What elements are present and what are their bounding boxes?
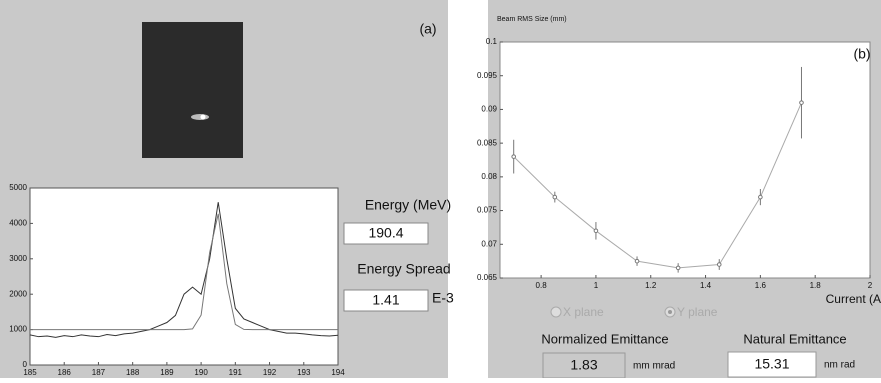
y-tick-label: 0.1 [486, 37, 498, 46]
spread-label: Energy Spread [357, 261, 450, 277]
gap [448, 0, 488, 378]
x-tick-label: 2 [868, 281, 873, 290]
x-tick-label: 1.6 [755, 281, 767, 290]
nat-value: 15.31 [754, 356, 789, 372]
point [594, 229, 598, 233]
point [635, 259, 639, 263]
point [800, 101, 804, 105]
norm-unit: mm mrad [633, 361, 675, 372]
norm-value: 1.83 [570, 357, 597, 373]
x-tick-label: 1.8 [810, 281, 822, 290]
y-plane-label[interactable]: Y plane [677, 305, 718, 319]
y-tick-label: 0.08 [481, 172, 497, 181]
point [553, 195, 557, 199]
x-tick-label: 1 [594, 281, 599, 290]
spread-value: 1.41 [372, 292, 399, 308]
nat-label: Natural Emittance [743, 331, 846, 346]
x-tick-label: 1.2 [645, 281, 657, 290]
x-tick-label: 185 [23, 368, 37, 377]
x-tick-label: 189 [160, 368, 174, 377]
nat-unit: nm rad [824, 360, 855, 371]
point [717, 263, 721, 267]
y-tick-label: 0 [23, 360, 28, 369]
y-tick-label: 0.095 [477, 71, 498, 80]
x-axis-label: Current (A [826, 292, 881, 306]
energy-value: 190.4 [368, 225, 403, 241]
y-tick-label: 2000 [9, 289, 27, 298]
point [676, 266, 680, 270]
x-tick-label: 187 [92, 368, 106, 377]
energy-label: Energy (MeV) [365, 197, 451, 213]
x-tick-label: 190 [194, 368, 208, 377]
y-tick-label: 4000 [9, 219, 27, 228]
y-tick-label: 0.07 [481, 239, 497, 248]
radio-x[interactable] [551, 307, 561, 317]
x-tick-label: 193 [297, 368, 311, 377]
spectrum-plot [30, 188, 338, 365]
point [759, 195, 763, 199]
y-tick-label: 0.09 [481, 105, 497, 114]
beam-core [201, 115, 206, 120]
panel-label: (b) [853, 46, 870, 62]
y-axis-label: Beam RMS Size (mm) [497, 16, 567, 23]
x-tick-label: 0.8 [536, 281, 548, 290]
x-tick-label: 194 [331, 368, 345, 377]
beam-spot [191, 114, 209, 120]
x-tick-label: 188 [126, 368, 140, 377]
norm-label: Normalized Emittance [541, 331, 668, 346]
y-tick-label: 0.085 [477, 138, 498, 147]
panel-label: (a) [419, 21, 436, 37]
x-plane-label[interactable]: X plane [563, 305, 604, 319]
spread-unit: E-3 [432, 290, 454, 306]
x-tick-label: 192 [263, 368, 277, 377]
y-tick-label: 0.065 [477, 273, 498, 282]
screenshot: (a) Energy (MeV) 190.4 Energy Spread 1.4… [0, 0, 881, 378]
y-tick-label: 1000 [9, 325, 27, 334]
x-tick-label: 186 [58, 368, 72, 377]
x-tick-label: 1.4 [700, 281, 712, 290]
beam-image [142, 22, 243, 158]
y-tick-label: 3000 [9, 254, 27, 263]
point [512, 155, 516, 159]
y-tick-label: 5000 [9, 183, 27, 192]
y-tick-label: 0.075 [477, 206, 498, 215]
x-tick-label: 191 [229, 368, 243, 377]
radio-y-dot [668, 310, 672, 314]
size-plot [500, 42, 870, 278]
